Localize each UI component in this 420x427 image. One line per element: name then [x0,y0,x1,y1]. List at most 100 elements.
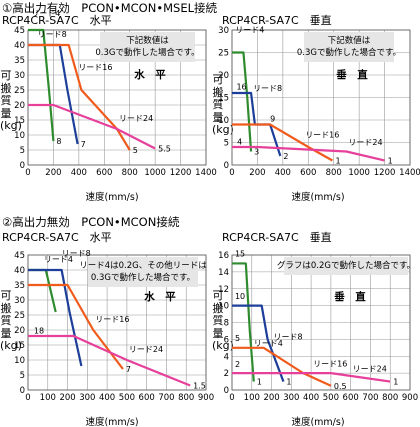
chart4-xtick-label: 800 [382,393,398,403]
chart3-orientation-label: 水 平 [143,290,176,303]
chart4-orientation-label: 垂 直 [334,290,366,303]
chart1-series-lead16-name: リード16 [78,63,112,72]
chart2-xtick-label: 800 [326,168,342,178]
chart2-note-box [304,32,394,62]
chart3-ytick-label: 30 [14,296,25,306]
chart4-note-line: グラフは0.2Gで動作した場合です。 [277,260,415,271]
chart1-xtick-label: 600 [96,168,112,178]
chart3-xtick-label: 500 [119,393,135,403]
chart4-series-lead16-line [232,346,332,387]
chart2-ytick-label: 25 [218,49,229,59]
chart2-series-lead24-line [232,145,385,162]
chart1-ytick-label: 45 [14,26,25,36]
chart3-xlabel: 速度(mm/s) [85,416,138,427]
chart3-frame [27,254,207,391]
chart4-xtick-label: 300 [283,393,299,403]
chart2-orientation-label: 垂 直 [336,68,368,81]
chart4-ytick-label: 2 [224,369,229,379]
chart4-series-lead16-name: リード16 [313,359,347,368]
chart4-point-label: 10 [235,292,245,301]
chart2-ytick-label: 30 [218,26,229,36]
chart2-ytick-label: 5 [224,139,229,149]
chart1-ytick-label: 10 [14,131,25,141]
chart4-ytick-label: 6 [224,335,229,345]
chart3-ytick-label: 5 [20,371,25,381]
chart1-series-lead16-line [28,43,131,151]
chart2-note-line: 0.3Gで動作した場合です。 [297,47,401,58]
chart1-xtick-label: 800 [122,168,138,178]
chart2-point-label: 9 [270,114,275,123]
chart3-xtick-label: 600 [139,393,155,403]
chart3-note-line: リード4は0.2G、その他リードは [79,260,207,271]
chart4-series-lead4-end-label: 1 [257,378,262,387]
chart3-series-lead24-end-label: 1.5 [193,382,206,391]
chart4-note-box [284,257,408,275]
chart3-title: RCP4CR-SA7C 水平 [2,231,112,244]
chart3-series-lead24-line [28,334,191,387]
chart4-ytick-label: 0 [224,386,229,396]
chart2-ytick-label: 15 [218,94,229,104]
chart2-xtick-label: 200 [249,168,265,178]
chart3-point-label: 18 [34,327,44,336]
chart4-xtick-label: 900 [402,393,418,403]
chart2-title: RCP4CR-SA7C 垂直 [222,14,332,27]
chart1-series-lead4-line [28,28,55,142]
chart2: 0 200 400 600 800 1000 1200 1400 0 5 10 15 20 25 30 下記数… [218,26,420,204]
chart2-series-lead8-end-label: 2 [283,152,288,161]
chart1-series-lead8-name: リード8 [38,30,67,39]
chart2-xtick-label: 0 [229,168,234,178]
chart3-series-lead16-end-label: 7 [126,365,131,374]
chart4-xlabel: 速度(mm/s) [291,416,344,427]
chart1-note-box [100,32,195,62]
chart3-series-lead16-line [28,283,124,370]
chart1-series-lead8-end-label: 7 [81,140,86,149]
chart4-series-lead4-line [232,262,255,382]
chart1-title: RCP4CR-SA7C 水平 [2,14,112,27]
chart3-series-lead8-line [28,268,83,367]
chart4-series-lead16-end-label: 0.5 [334,382,347,391]
chart4-point-label: 15 [235,250,245,259]
chart4-point-label: 5 [235,334,240,343]
chart2-ytick-label: 20 [218,71,229,81]
chart2-series-lead24-name: リード24 [348,138,382,147]
chart1-note-line: 0.3Gで動作した場合です。 [95,47,199,58]
section1-title: ①高出力有効 PCON•MCON•MSEL接続 [2,1,217,15]
chart1-series-lead4-name: リード4 [31,9,60,18]
chart4-series-lead8-line [232,304,285,382]
chart2-series-lead16-name: リード16 [305,131,339,140]
chart3-ytick-label: 45 [14,251,25,261]
chart1-series-lead24-end-label: 5.5 [158,145,171,154]
chart3-xtick-label: 0 [25,393,30,403]
chart1-note-line: 下記数値は [126,35,169,46]
chart4-xtick-label: 400 [303,393,319,403]
chart4-xtick-label: 500 [323,393,339,403]
chart2-ytick-label: 10 [218,116,229,126]
chart4-series-lead24-end-label: 1 [393,378,398,387]
chart3-ytick-label: 25 [14,311,25,321]
chart1-orientation-label: 水 平 [133,68,166,81]
chart4-frame [231,254,411,391]
chart4-ytick-label: 14 [218,268,229,278]
chart4-xtick-label: 700 [362,393,378,403]
chart3-xtick-label: 400 [99,393,115,403]
chart1-xtick-label: 1200 [170,168,192,178]
chart1-ytick-label: 25 [14,86,25,96]
chart2-point-label: 16 [236,82,246,91]
chart4-ytick-label: 8 [224,319,229,329]
chart3-ytick-label: 15 [14,341,25,351]
chart2-xlabel: 速度(mm/s) [291,191,344,203]
chart2-series-lead16-end-label: 1 [335,157,340,166]
chart4-ytick-label: 10 [218,302,229,312]
chart2-xtick-label: 1200 [374,168,396,178]
chart3-ytick-label: 35 [14,281,25,291]
chart1-xtick-label: 400 [71,168,87,178]
chart3: 0 100 200 300 400 500 600 700 800 900 0 5 10 15 20 25 30… [14,249,214,427]
chart3-xtick-label: 700 [158,393,174,403]
chart1-ytick-label: 35 [14,56,25,66]
chart3-ytick-label: 0 [20,386,25,396]
chart4-ytick-label: 4 [224,352,229,362]
chart1-ytick-label: 5 [20,146,25,156]
chart2-ytick-label: 0 [224,161,229,171]
chart2-note-line: 下記数値は [328,35,371,46]
